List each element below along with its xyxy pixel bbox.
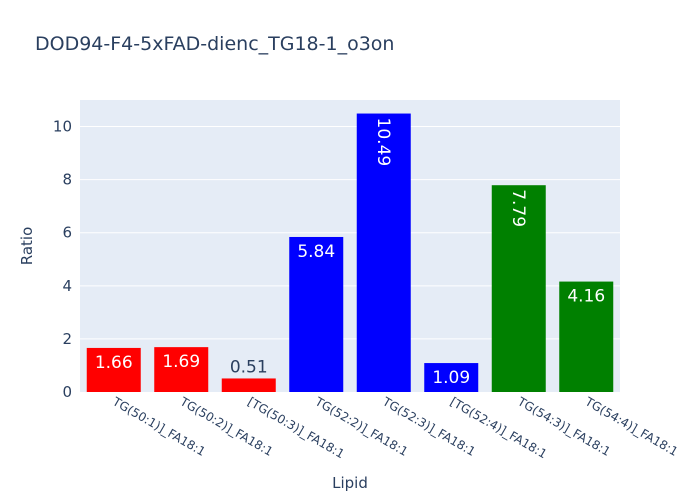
y-axis-title: Ratio bbox=[18, 227, 36, 266]
bar-value-label: 4.16 bbox=[567, 287, 605, 307]
x-axis-title: Lipid bbox=[332, 474, 368, 492]
bar bbox=[356, 113, 411, 393]
y-tick-label: 0 bbox=[62, 383, 72, 401]
y-tick-label: 4 bbox=[62, 277, 72, 295]
bar-labels: 1.66 1.69 0.51 5.84 10.49 1.09 7.79 4.16 bbox=[95, 118, 605, 389]
y-tick-label: 6 bbox=[62, 224, 72, 242]
bar bbox=[424, 363, 479, 392]
bar-value-label: 10.49 bbox=[373, 118, 393, 167]
bar-value-label: 5.84 bbox=[297, 242, 335, 262]
bar bbox=[221, 378, 276, 392]
y-tick-labels: 0 2 4 6 8 10 bbox=[53, 118, 72, 401]
bar bbox=[86, 347, 141, 392]
bar-value-label: 1.69 bbox=[162, 352, 200, 372]
chart-title: DOD94-F4-5xFAD-dienc_TG18-1_o3on bbox=[35, 33, 394, 55]
y-tick-label: 8 bbox=[62, 171, 72, 189]
y-tick-label: 2 bbox=[62, 330, 72, 348]
bars bbox=[86, 113, 614, 393]
bar bbox=[559, 281, 614, 392]
bar bbox=[154, 347, 209, 392]
bar-value-label: 1.09 bbox=[432, 368, 470, 388]
bar-value-label: 1.66 bbox=[95, 353, 133, 373]
y-tick-label: 10 bbox=[53, 118, 72, 136]
bar bbox=[289, 236, 344, 392]
bar bbox=[491, 185, 546, 392]
bar-value-label: 0.51 bbox=[230, 357, 268, 377]
x-tick-labels: TG(50:1)]_FA18:1TG(50:2)]_FA18:1[TG(50:3… bbox=[109, 394, 680, 461]
bar-value-label: 7.79 bbox=[508, 189, 528, 227]
